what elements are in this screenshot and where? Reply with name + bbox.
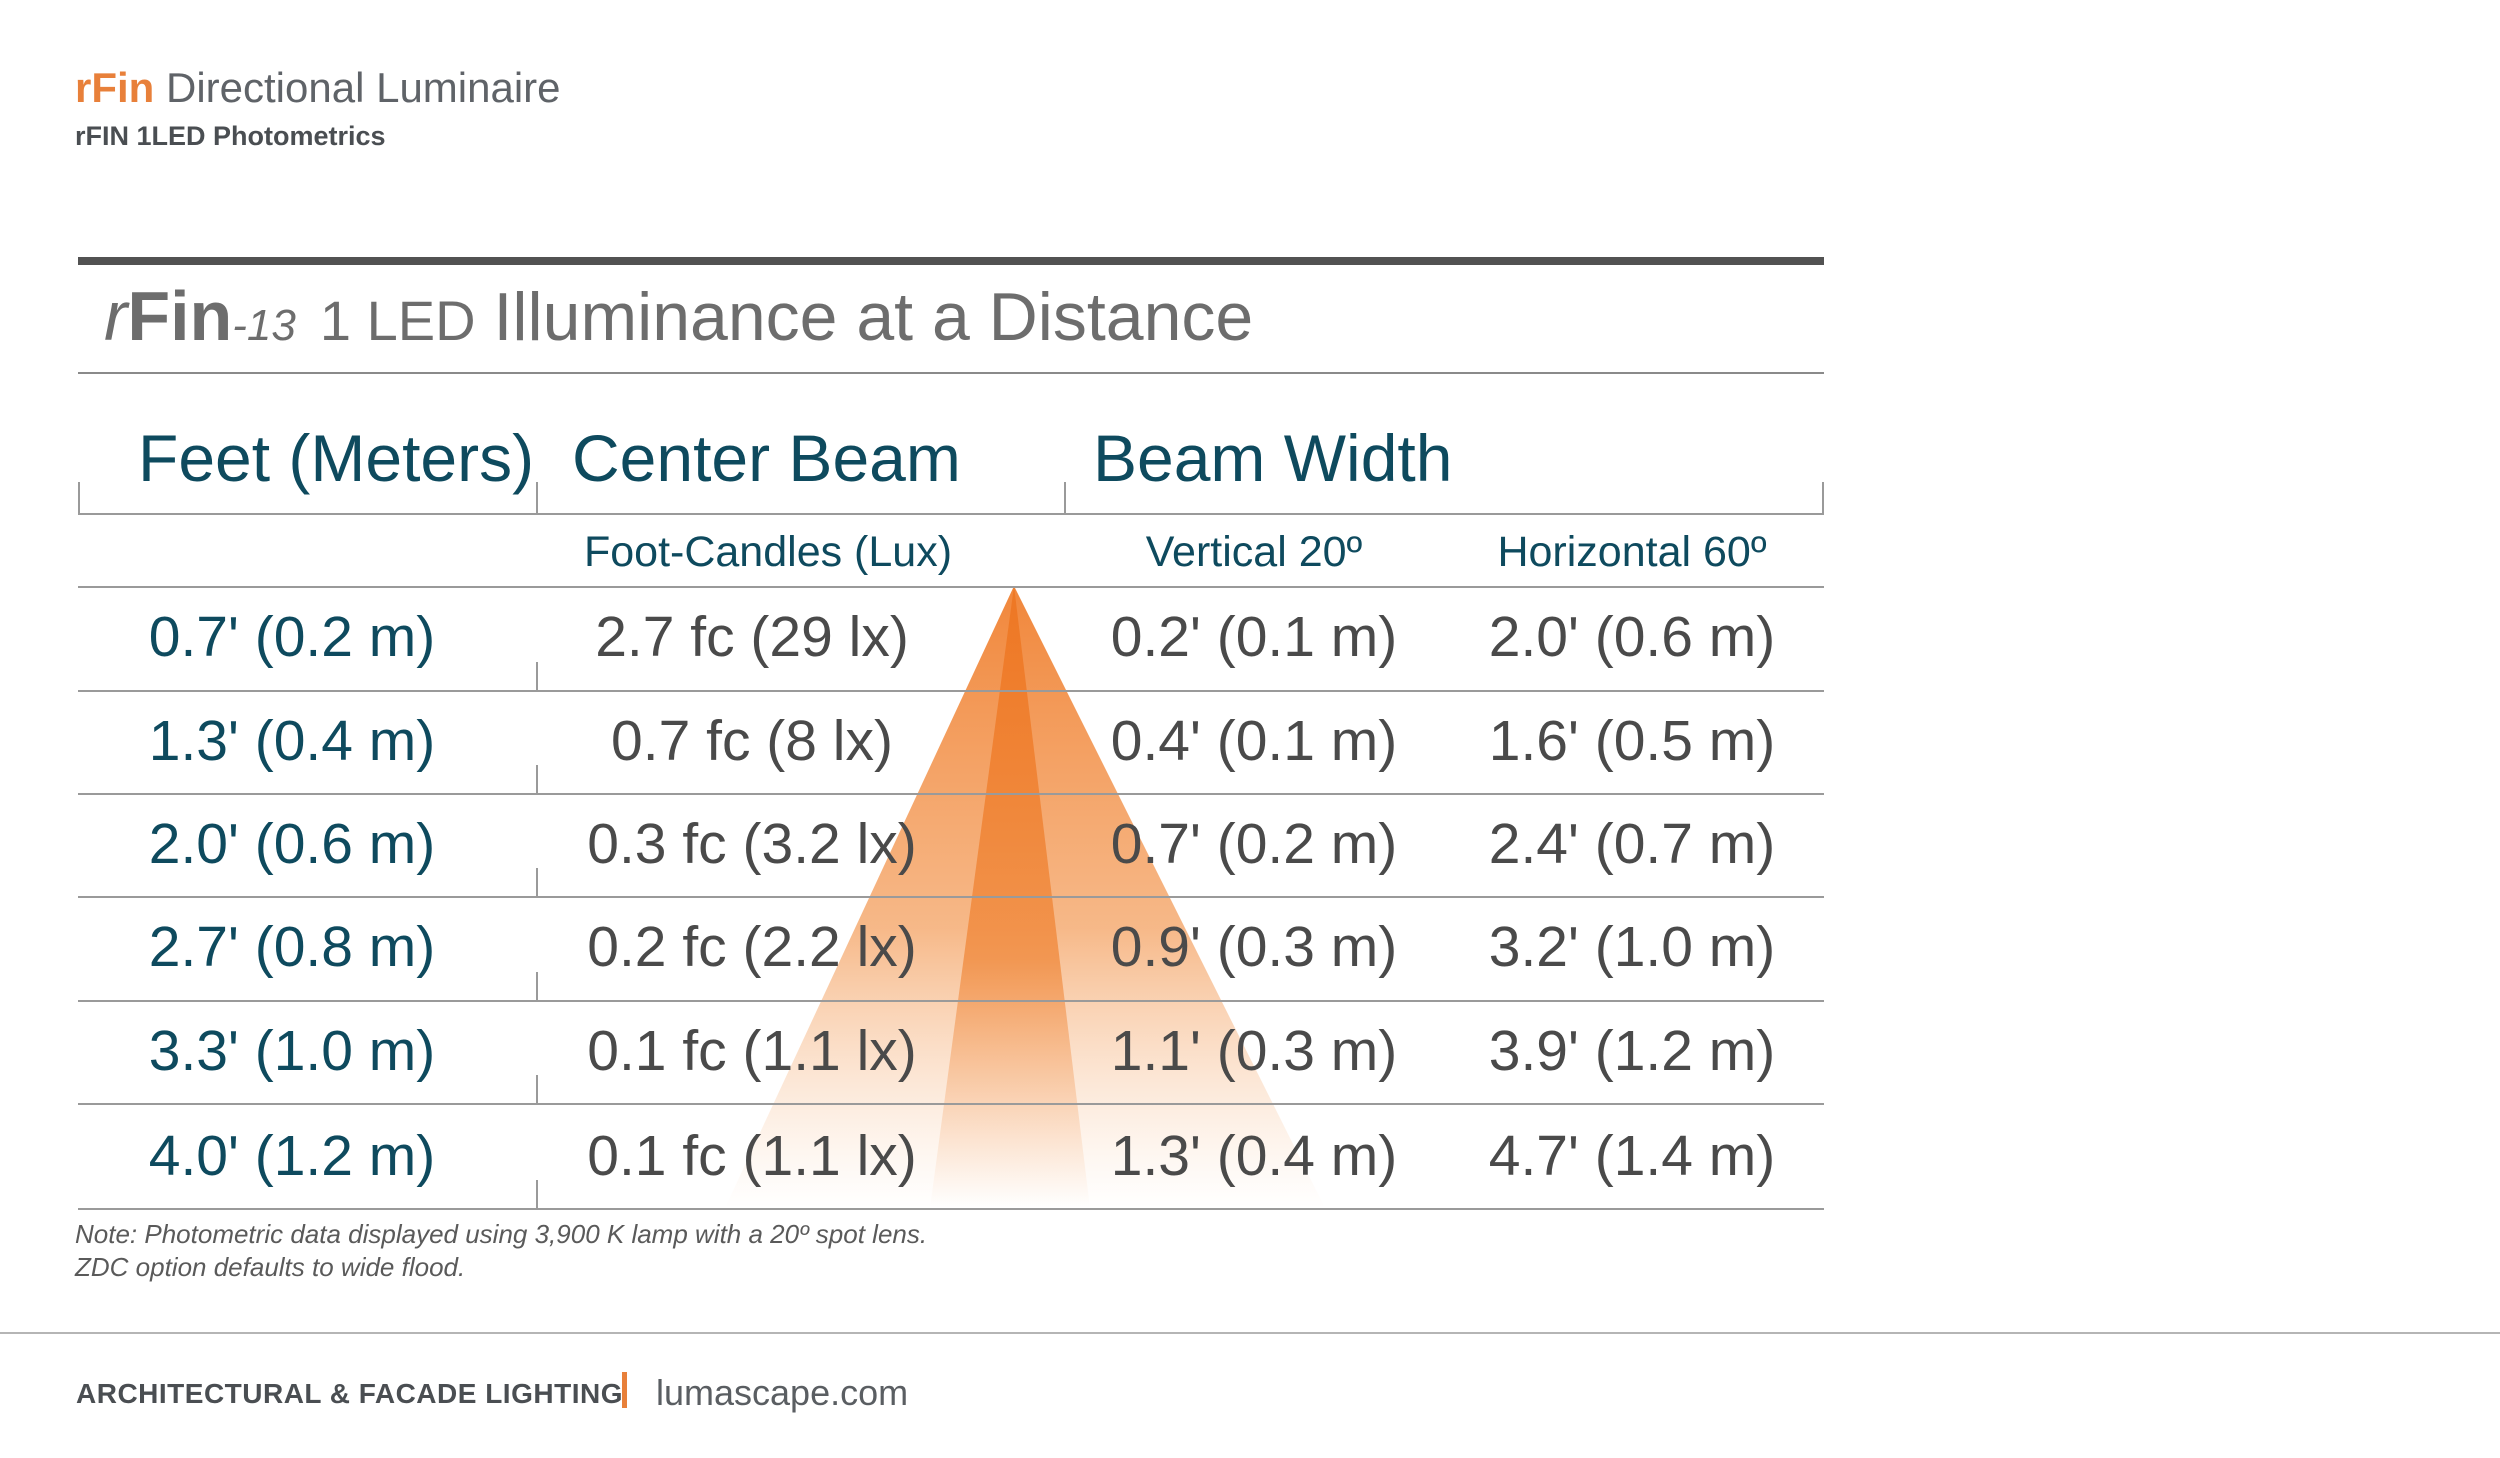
photometric-note-2: ZDC option defaults to wide flood. — [75, 1252, 466, 1282]
header-divider — [78, 513, 1824, 515]
brand-accent: rFin — [75, 64, 155, 111]
title-r: r — [104, 277, 128, 355]
table-row-1-center-beam: 2.7 fc (29 lx) — [595, 605, 909, 669]
table-row-2-center-beam: 0.7 fc (8 lx) — [611, 709, 893, 773]
table-row-3-center-beam: 0.3 fc (3.2 lx) — [587, 812, 917, 876]
col-header-center-beam: Center Beam — [572, 421, 961, 495]
footer-category: ARCHITECTURAL & FACADE LIGHTING — [76, 1378, 623, 1409]
product-name: Directional Luminaire — [166, 64, 561, 111]
col-header-distance: Feet (Meters) — [138, 421, 535, 495]
table-row-3-horizontal: 2.4' (0.7 m) — [1488, 812, 1776, 876]
col-header-beam-width: Beam Width — [1093, 421, 1453, 495]
title-fin: Fin — [127, 277, 233, 355]
table-row-6-horizontal: 4.7' (1.4 m) — [1488, 1124, 1776, 1188]
table-row-5-center-beam: 0.1 fc (1.1 lx) — [587, 1019, 917, 1083]
table-row-5-horizontal: 3.9' (1.2 m) — [1488, 1019, 1776, 1083]
table-row-1-distance: 0.7' (0.2 m) — [148, 605, 436, 669]
table-row-3-vertical: 0.7' (0.2 m) — [1110, 812, 1398, 876]
table-row-4-vertical: 0.9' (0.3 m) — [1110, 915, 1398, 979]
table-title-rule — [78, 372, 1824, 374]
subheader-center-beam-unit: Foot-Candles (Lux) — [583, 528, 953, 576]
subheader-vertical: Vertical 20º — [1145, 528, 1363, 576]
table-row-6-center-beam: 0.1 fc (1.1 lx) — [587, 1124, 917, 1188]
table-row-4-distance: 2.7' (0.8 m) — [148, 915, 436, 979]
table-title: rFin-13 1 LED Illuminance at a Distance — [104, 276, 1253, 356]
table-row-2-vertical: 0.4' (0.1 m) — [1110, 709, 1398, 773]
table-top-rule — [78, 257, 1824, 265]
table-row-3-distance: 2.0' (0.6 m) — [148, 812, 436, 876]
title-model: -13 — [232, 301, 296, 350]
table-row-1-horizontal: 2.0' (0.6 m) — [1488, 605, 1776, 669]
title-led: 1 LED — [319, 289, 476, 352]
page-subtitle: rFIN 1LED Photometrics — [75, 121, 386, 151]
footer-separator — [622, 1372, 627, 1408]
subheader-horizontal: Horizontal 60º — [1497, 528, 1767, 576]
table-row-2-horizontal: 1.6' (0.5 m) — [1488, 709, 1776, 773]
footer-rule — [0, 1332, 2500, 1334]
table-row-4-horizontal: 3.2' (1.0 m) — [1488, 915, 1776, 979]
table-row-4-center-beam: 0.2 fc (2.2 lx) — [587, 915, 917, 979]
product-title: rFin Directional Luminaire — [75, 64, 561, 112]
table-row-6-distance: 4.0' (1.2 m) — [148, 1124, 436, 1188]
footer-website-link[interactable]: lumascape.com — [656, 1372, 909, 1413]
table-row-5-distance: 3.3' (1.0 m) — [148, 1019, 436, 1083]
table-row-1-vertical: 0.2' (0.1 m) — [1110, 605, 1398, 669]
table-row-2-distance: 1.3' (0.4 m) — [148, 709, 436, 773]
table-row-6-vertical: 1.3' (0.4 m) — [1110, 1124, 1398, 1188]
photometric-note: Note: Photometric data displayed using 3… — [75, 1219, 928, 1249]
table-row-5-vertical: 1.1' (0.3 m) — [1110, 1019, 1398, 1083]
title-rest: Illuminance at a Distance — [493, 279, 1254, 355]
